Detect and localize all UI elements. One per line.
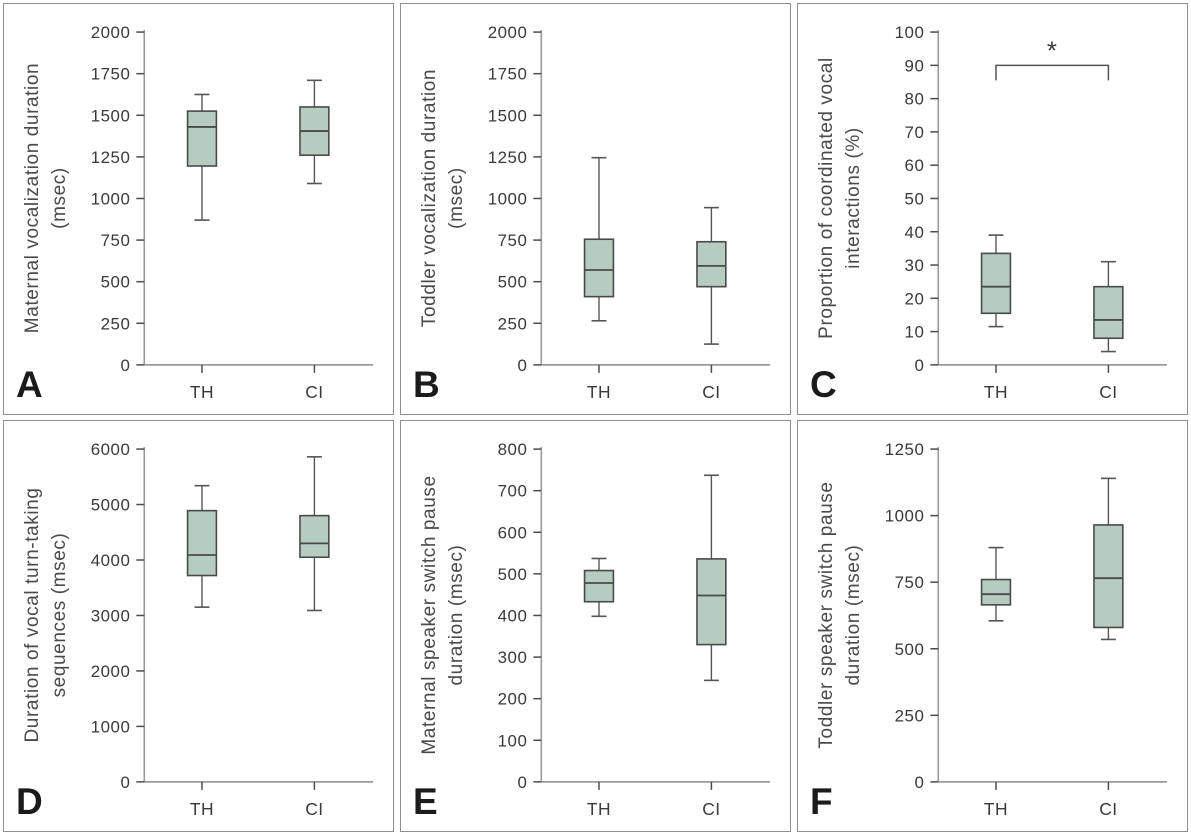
x-category-label: CI <box>702 382 720 402</box>
y-tick-label: 1000 <box>488 189 528 208</box>
x-category-label: CI <box>1099 799 1117 819</box>
panel-c: Proportion of coordinated vocal interact… <box>797 3 1188 415</box>
y-tick-label: 50 <box>905 189 925 208</box>
y-tick-label: 40 <box>905 223 925 242</box>
box-th <box>583 238 615 298</box>
y-tick-label: 1500 <box>488 106 528 125</box>
y-tick-label: 30 <box>905 256 925 275</box>
y-tick-label: 1000 <box>91 189 131 208</box>
box-th <box>980 252 1012 315</box>
y-tick-label: 750 <box>101 231 131 250</box>
boxplot-canvas: 0 250 500 750 1000 1250 TH CI <box>885 440 1168 819</box>
y-tick-label: 250 <box>498 314 528 333</box>
panel-letter: C <box>810 364 837 405</box>
boxplot-canvas: 0 250 500 750 1000 1250 1500 1750 2000 TH CI <box>91 23 374 402</box>
y-tick-label: 70 <box>905 123 925 142</box>
significance-asterisk: * <box>1047 35 1058 65</box>
box-ci <box>1093 285 1124 340</box>
y-tick-label: 3000 <box>91 606 131 625</box>
y-tick-label: 90 <box>905 56 925 75</box>
panel-b: Toddler vocalization duration (msec) 0 25… <box>400 3 791 415</box>
box-ci <box>696 240 727 288</box>
y-tick-label: 10 <box>905 323 925 342</box>
y-tick-label: 750 <box>895 573 925 592</box>
x-category-label: TH <box>190 382 214 402</box>
x-category-label: TH <box>984 382 1008 402</box>
y-tick-label: 2000 <box>91 662 131 681</box>
y-tick-label: 5000 <box>91 495 131 514</box>
significance-bracket <box>995 64 1110 81</box>
boxplot-canvas: 0 1000 2000 3000 4000 5000 6000 TH CI <box>91 440 374 819</box>
y-tick-label: 2000 <box>91 23 131 42</box>
y-tick-label: 0 <box>120 356 130 375</box>
box-th <box>186 509 218 577</box>
y-tick-label: 1000 <box>885 507 925 526</box>
y-tick-label: 100 <box>895 23 925 42</box>
boxplot-canvas: 0 10 20 30 40 50 60 70 80 90 100 TH CI * <box>895 23 1168 402</box>
x-category-label: CI <box>1099 382 1117 402</box>
y-tick-label: 200 <box>498 690 528 709</box>
box-th <box>186 110 218 167</box>
y-tick-label: 0 <box>914 773 924 792</box>
y-tick-label: 2000 <box>488 23 528 42</box>
y-tick-label: 750 <box>498 231 528 250</box>
panel-d: Duration of vocal turn-taking sequences … <box>3 420 394 832</box>
y-tick-label: 700 <box>498 482 528 501</box>
y-tick-label: 1250 <box>91 148 131 167</box>
y-tick-label: 0 <box>517 356 527 375</box>
y-tick-label: 0 <box>914 356 924 375</box>
x-category-label: TH <box>190 799 214 819</box>
y-tick-label: 1000 <box>91 717 131 736</box>
panel-e: Maternal speaker switch pause duration (… <box>400 420 791 832</box>
x-category-label: CI <box>702 799 720 819</box>
y-tick-label: 60 <box>905 156 925 175</box>
box-ci <box>299 514 330 559</box>
y-tick-label: 250 <box>101 314 131 333</box>
boxplot-canvas: 0 100 200 300 400 500 600 700 800 TH CI <box>498 440 771 819</box>
y-tick-label: 0 <box>120 773 130 792</box>
y-tick-label: 1750 <box>488 65 528 84</box>
y-tick-label: 80 <box>905 90 925 109</box>
panel-letter: E <box>413 781 438 822</box>
boxplot-canvas: 0 250 500 750 1000 1250 1500 1750 2000 TH CI <box>488 23 771 402</box>
y-tick-label: 250 <box>895 706 925 725</box>
y-tick-label: 800 <box>498 440 528 459</box>
panel-letter: F <box>810 781 833 822</box>
y-tick-label: 400 <box>498 606 528 625</box>
panel-letter: B <box>413 364 440 405</box>
y-tick-label: 600 <box>498 523 528 542</box>
panel-letter: D <box>16 781 43 822</box>
x-category-label: TH <box>587 382 611 402</box>
y-tick-label: 500 <box>498 273 528 292</box>
y-tick-label: 1250 <box>885 440 925 459</box>
y-tick-label: 1250 <box>488 148 528 167</box>
y-tick-label: 500 <box>895 640 925 659</box>
box-ci <box>696 558 727 646</box>
panel-letter: A <box>16 364 43 405</box>
box-th <box>980 578 1012 606</box>
x-category-label: TH <box>984 799 1008 819</box>
y-tick-label: 100 <box>498 731 528 750</box>
y-tick-label: 4000 <box>91 551 131 570</box>
x-category-label: TH <box>587 799 611 819</box>
box-ci <box>1093 524 1124 629</box>
panel-f: Toddler speaker switch pause duration (m… <box>797 420 1188 832</box>
y-tick-label: 300 <box>498 648 528 667</box>
x-category-label: CI <box>305 382 323 402</box>
y-tick-label: 500 <box>101 273 131 292</box>
y-tick-label: 0 <box>517 773 527 792</box>
y-tick-label: 500 <box>498 565 528 584</box>
y-tick-label: 1750 <box>91 65 131 84</box>
box-th <box>583 569 615 603</box>
x-category-label: CI <box>305 799 323 819</box>
y-tick-label: 6000 <box>91 440 131 459</box>
y-tick-label: 20 <box>905 289 925 308</box>
y-tick-label: 1500 <box>91 106 131 125</box>
